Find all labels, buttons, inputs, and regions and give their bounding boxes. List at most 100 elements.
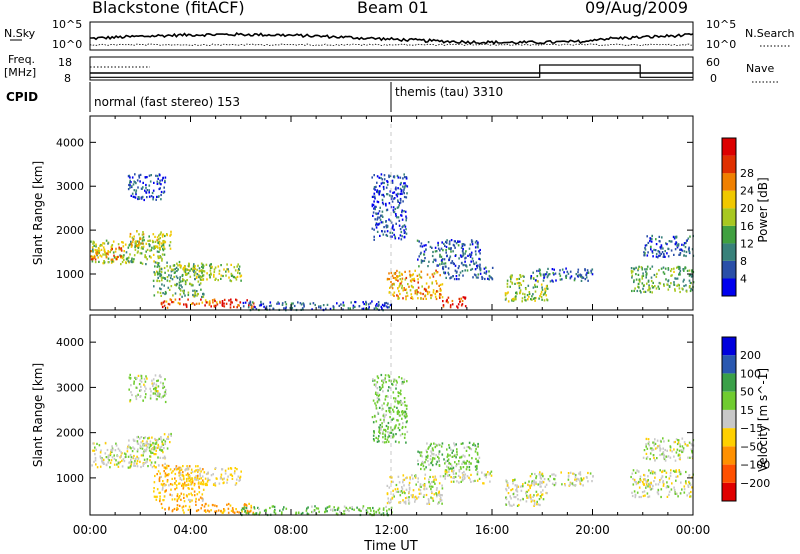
velocity-data-cell	[341, 513, 344, 516]
velocity-data-cell	[379, 424, 382, 427]
power-data-cell	[456, 278, 458, 281]
power-data-cell	[214, 299, 216, 303]
velocity-data-cell	[158, 437, 160, 440]
velocity-data-cell	[227, 502, 230, 506]
velocity-data-cell	[146, 377, 148, 380]
velocity-data-cell	[431, 491, 433, 495]
velocity-data-cell	[420, 467, 422, 471]
power-data-cell	[505, 297, 507, 300]
power-colorbar-swatch	[722, 208, 736, 226]
power-data-cell	[461, 303, 464, 306]
velocity-data-cell	[180, 492, 183, 495]
power-data-cell	[138, 196, 140, 199]
power-data-cell	[643, 254, 645, 257]
velocity-data-cell	[653, 444, 655, 447]
velocity-data-cell	[582, 484, 584, 487]
power-data-cell	[382, 193, 385, 196]
velocity-data-cell	[105, 464, 108, 467]
velocity-data-cell	[222, 482, 225, 485]
power-data-cell	[354, 301, 357, 304]
power-data-cell	[401, 284, 403, 287]
velocity-data-cell	[489, 472, 491, 475]
power-colorbar-swatch	[722, 190, 736, 209]
velocity-data-cell	[238, 511, 240, 514]
velocity-data-cell	[382, 432, 384, 435]
velocity-data-cell	[669, 474, 672, 478]
power-data-cell	[182, 290, 185, 293]
velocity-data-cell	[455, 472, 457, 475]
power-data-cell	[99, 254, 102, 257]
velocity-data-cell	[476, 470, 479, 474]
power-x-ticks	[89, 116, 694, 310]
power-data-cell	[157, 177, 159, 180]
power-data-cell	[552, 280, 554, 283]
power-data-cell	[205, 301, 208, 304]
velocity-data-cell	[343, 512, 346, 516]
power-data-cell	[382, 233, 385, 236]
power-data-cell	[290, 302, 293, 305]
power-data-cell	[392, 293, 394, 296]
velocity-data-cell	[433, 480, 435, 483]
velocity-data-cell	[673, 455, 675, 458]
power-data-cell	[131, 241, 134, 244]
velocity-data-cell	[683, 488, 686, 491]
power-data-cell	[446, 298, 448, 301]
power-data-cell	[552, 272, 554, 275]
power-data-cell	[472, 276, 474, 279]
velocity-data-cell	[125, 455, 127, 458]
power-data-cell	[202, 293, 204, 296]
power-data-cell	[98, 260, 100, 263]
power-data-cell	[581, 276, 584, 279]
velocity-data-cell	[423, 483, 426, 487]
velocity-data-cell	[170, 434, 172, 437]
velocity-data-cell	[474, 444, 476, 447]
velocity-data-cell	[155, 498, 158, 501]
velocity-data-cell	[453, 469, 455, 472]
velocity-data-cell	[169, 483, 172, 486]
velocity-data-cell	[149, 443, 152, 446]
velocity-data-cell	[541, 493, 544, 496]
velocity-data-cell	[232, 510, 234, 513]
power-data-cell	[383, 188, 385, 191]
power-data-cell	[461, 244, 464, 248]
power-data-cell	[168, 274, 170, 277]
velocity-data-cell	[528, 480, 530, 483]
velocity-data-cell	[123, 452, 126, 455]
power-data-cell	[164, 277, 166, 280]
power-data-cell	[506, 285, 509, 288]
power-data-cell	[173, 275, 175, 279]
power-data-cell	[178, 281, 181, 284]
power-data-cell	[240, 274, 243, 277]
velocity-data-cell	[406, 476, 408, 479]
velocity-data-cell	[509, 504, 511, 507]
power-data-cell	[347, 307, 350, 310]
power-data-cell	[674, 289, 676, 292]
velocity-data-cell	[390, 431, 393, 434]
power-data-cell	[115, 258, 118, 261]
velocity-data-cell	[233, 472, 236, 475]
velocity-data-cell	[529, 485, 531, 488]
power-data-cell	[650, 245, 652, 248]
power-data-cell	[635, 278, 638, 281]
velocity-data-cell	[656, 446, 659, 449]
velocity-data-cell	[451, 467, 453, 470]
power-data-cell	[160, 198, 162, 201]
power-data-cell	[683, 254, 685, 257]
power-data-cell	[644, 244, 647, 247]
power-data-cell	[251, 305, 253, 308]
power-data-cell	[643, 290, 645, 293]
velocity-data-cell	[651, 487, 654, 490]
velocity-data-cell	[180, 478, 183, 481]
velocity-data-cell	[250, 506, 253, 509]
velocity-data-cell	[413, 496, 415, 499]
power-data-cell	[377, 190, 380, 193]
velocity-data-cell	[681, 445, 684, 448]
velocity-data-cell	[140, 436, 143, 439]
velocity-data-cell	[183, 483, 185, 486]
velocity-data-cell	[167, 437, 170, 440]
power-data-cell	[173, 271, 176, 274]
velocity-data-cell	[678, 449, 681, 452]
velocity-data-cell	[647, 479, 649, 482]
velocity-data-cell	[657, 488, 660, 491]
velocity-data-cell	[169, 441, 171, 444]
